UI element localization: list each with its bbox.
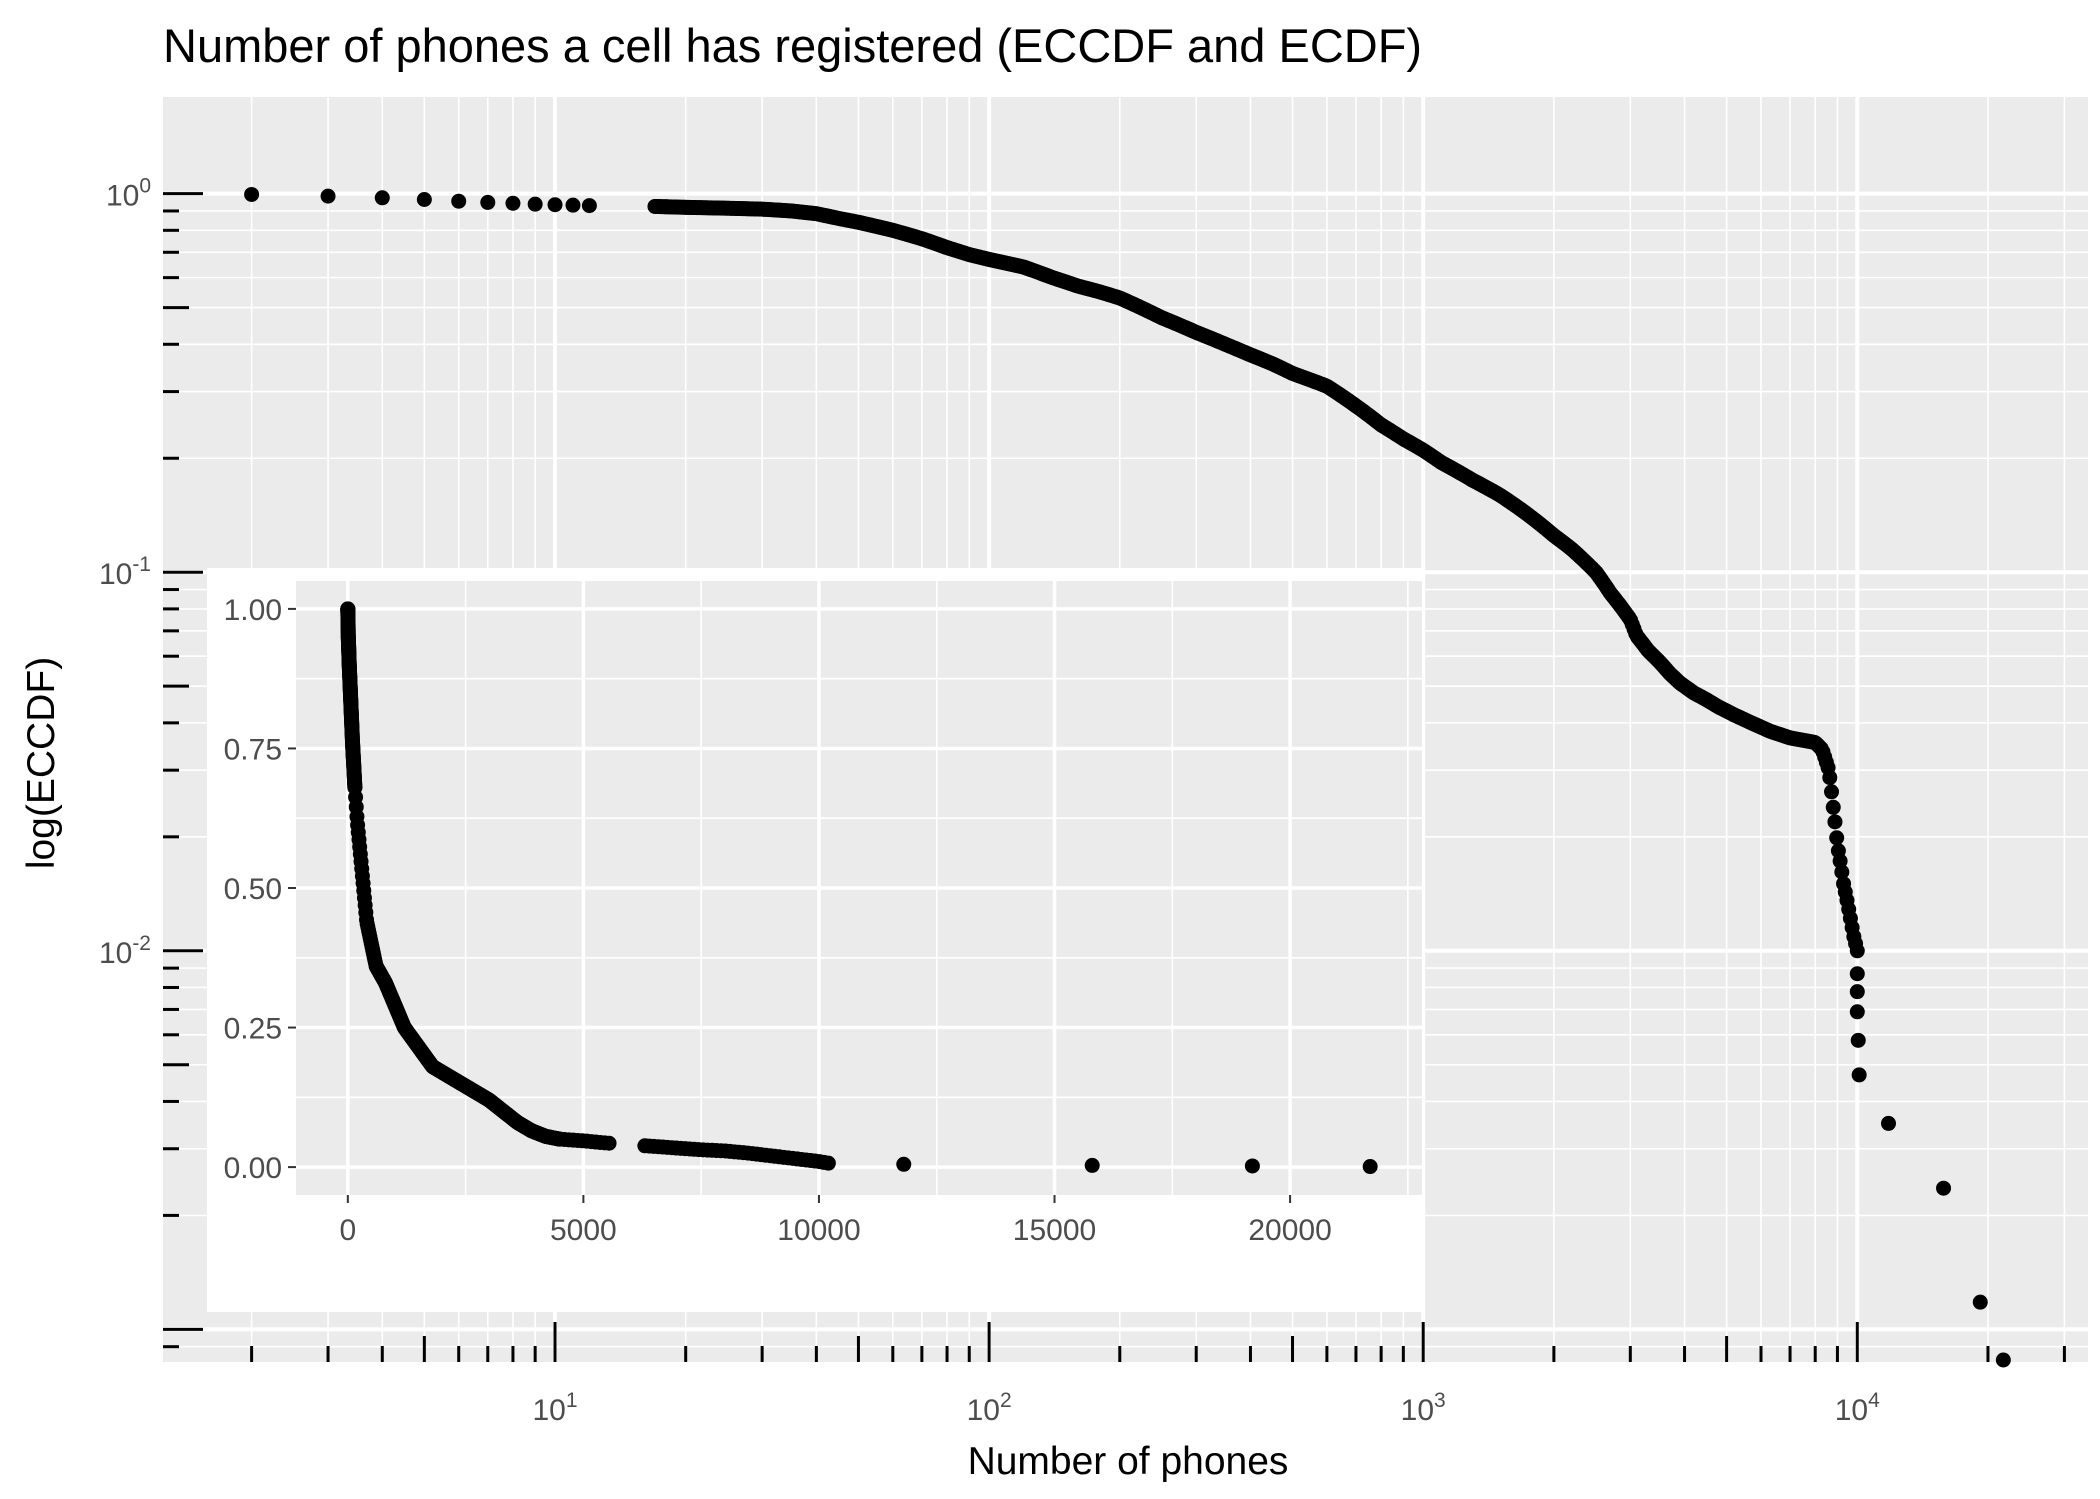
main-point: [480, 194, 496, 210]
x-axis-title: Number of phones: [968, 1440, 1289, 1483]
inset-point: [601, 1135, 617, 1151]
main-point: [1849, 984, 1865, 1000]
main-point: [1849, 943, 1865, 959]
inset-point: [1244, 1158, 1260, 1174]
y-tick-exponent: 0: [139, 175, 151, 198]
x-tick-base: 10: [1835, 1394, 1868, 1427]
inset-y-tick-label: 1.00: [224, 594, 282, 627]
main-point: [1829, 830, 1845, 846]
main-point: [374, 190, 390, 206]
x-tick-exponent: 4: [1868, 1389, 1880, 1412]
log-tick-marks: [163, 192, 2066, 1362]
main-point: [1824, 784, 1840, 800]
main-point: [1936, 1180, 1952, 1196]
inset-points: [340, 601, 1378, 1175]
main-points: [244, 186, 2011, 1368]
main-point: [1880, 1115, 1896, 1131]
main-point: [505, 195, 521, 211]
y-tick-label: 100: [106, 175, 151, 213]
main-point: [451, 193, 467, 209]
inset-x-tick-label: 0: [339, 1214, 356, 1247]
main-point: [1825, 799, 1841, 815]
inset-x-tick-label: 20000: [1248, 1214, 1331, 1247]
y-tick-base: 10: [99, 558, 132, 591]
main-point: [1822, 770, 1838, 786]
main-point: [1995, 1352, 2011, 1368]
x-tick-exponent: 3: [1434, 1389, 1446, 1412]
x-tick-label: 104: [1835, 1389, 1880, 1427]
main-point: [1827, 814, 1843, 830]
x-tick-exponent: 2: [1000, 1389, 1012, 1412]
inset-y-tick-label: 0.50: [224, 873, 282, 906]
main-point: [547, 197, 563, 213]
x-tick-exponent: 1: [566, 1389, 578, 1412]
y-tick-label: 10-2: [99, 932, 151, 970]
x-tick-label: 103: [1401, 1389, 1446, 1427]
main-point: [565, 197, 581, 213]
x-tick-base: 10: [532, 1394, 565, 1427]
y-tick-exponent: -2: [132, 932, 151, 955]
inset-point: [1084, 1157, 1100, 1173]
x-tick-label: 101: [532, 1389, 577, 1427]
main-point: [581, 198, 597, 214]
inset-y-tick-label: 0.00: [224, 1152, 282, 1185]
main-point: [416, 191, 432, 207]
main-point: [320, 188, 336, 204]
x-tick-base: 10: [967, 1394, 1000, 1427]
x-tick-label: 102: [967, 1389, 1012, 1427]
x-tick-base: 10: [1401, 1394, 1434, 1427]
y-tick-label: 10-1: [99, 553, 151, 591]
chart-title: Number of phones a cell has registered (…: [163, 19, 1422, 72]
main-point: [244, 186, 260, 202]
main-point: [527, 196, 543, 212]
inset-point: [820, 1155, 836, 1171]
inset-y-tick-label: 0.25: [224, 1013, 282, 1046]
main-point: [1972, 1294, 1988, 1310]
inset-y-tick-label: 0.75: [224, 733, 282, 766]
inset-point: [896, 1156, 912, 1172]
y-tick-base: 10: [106, 180, 139, 213]
y-axis-title: log(ECCDF): [20, 657, 63, 869]
inset-plot-panel: 0 5000 10000 15000 20000 0.00 0.25 0.50 0.75 1.00: [207, 568, 1422, 1312]
y-tick-base: 10: [99, 937, 132, 970]
inset-x-tick-label: 15000: [1013, 1214, 1096, 1247]
main-point: [1850, 1032, 1866, 1048]
main-point: [1851, 1067, 1867, 1083]
inset-x-tick-label: 5000: [550, 1214, 617, 1247]
main-point: [1834, 864, 1850, 880]
main-point: [1849, 966, 1865, 982]
y-tick-exponent: -1: [132, 553, 151, 576]
inset-x-tick-label: 10000: [777, 1214, 860, 1247]
inset-point: [1362, 1159, 1378, 1175]
main-point: [1849, 1004, 1865, 1020]
